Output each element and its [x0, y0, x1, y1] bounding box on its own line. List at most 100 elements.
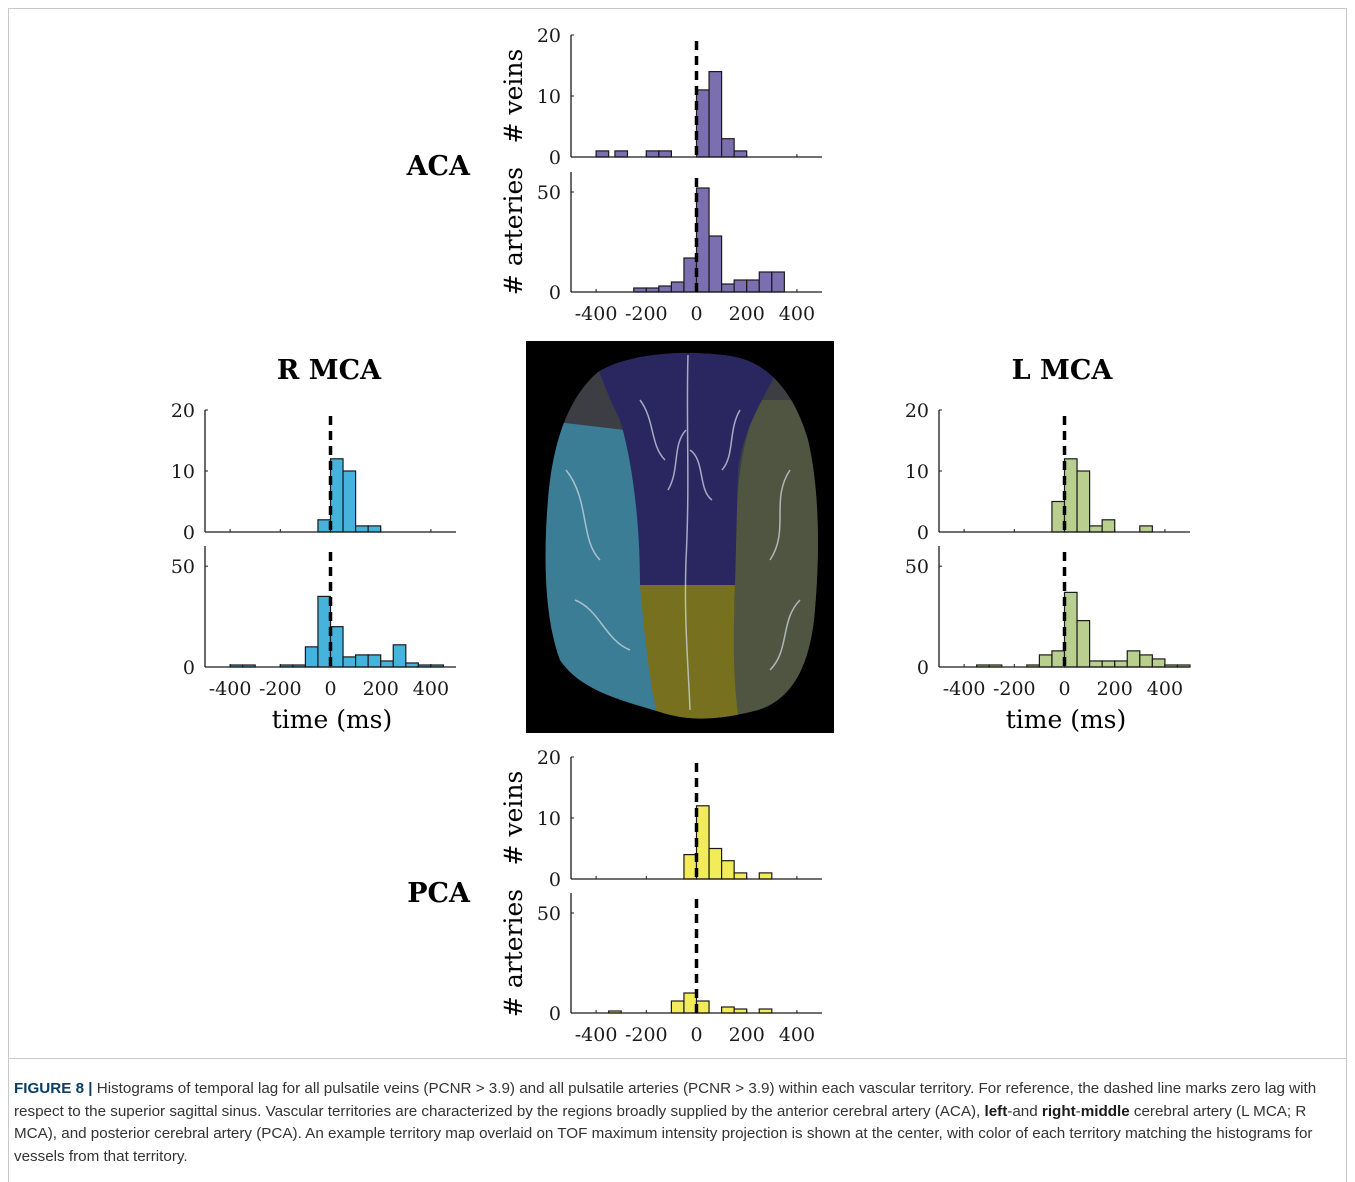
r-mca-arteries-bar [304, 646, 319, 668]
aca-veins-bar [708, 70, 723, 158]
aca-arteries-bar [670, 281, 685, 293]
r-mca-arteries-bar [367, 654, 382, 668]
l-mca-arteries-x-tick-label: -200 [993, 678, 1036, 700]
aca-veins-bar [695, 89, 710, 158]
pca-veins-bar [708, 847, 723, 880]
r-mca-arteries-bar [342, 656, 357, 668]
aca-veins-y-tick-label: 20 [537, 25, 561, 47]
pca-veins-bar [695, 805, 710, 880]
r-mca-arteries-x-tick-label: 400 [413, 678, 449, 700]
r-mca-veins-bar [342, 470, 357, 533]
aca-veins-bar [595, 150, 610, 158]
pca-arteries-x-tick-label: -400 [575, 1024, 618, 1046]
r-mca-arteries-bar [392, 644, 407, 668]
r-mca-veins-bar [355, 525, 369, 533]
l-mca-veins-bar [1139, 525, 1153, 533]
aca-arteries-bar [758, 271, 773, 293]
aca-veins-y-tick-label: 10 [537, 86, 561, 108]
l-mca-arteries-bar [1063, 591, 1078, 668]
r-mca-veins-y-tick-label: 10 [171, 461, 195, 483]
r-mca-veins-bar [329, 458, 344, 533]
l-mca-arteries-y-tick-label: 50 [905, 556, 929, 578]
l-mca-arteries-bar [1088, 660, 1103, 668]
pca-veins-ylabel: # veins [499, 771, 528, 866]
l-mca-arteries-bar [1126, 650, 1141, 668]
panel-title-r-mca: R MCA [277, 355, 382, 386]
l-mca-veins-bar [1076, 470, 1091, 533]
pca-veins-bar [758, 872, 773, 880]
aca-arteries-ylabel: # arteries [499, 167, 528, 295]
aca-veins-ylabel: # veins [499, 49, 528, 144]
l-mca-veins-bar [1063, 458, 1078, 533]
aca-arteries-y-tick-label: 0 [549, 282, 561, 304]
l-mca-veins-y-tick-label: 10 [905, 461, 929, 483]
l-mca-arteries-x-tick-label: -400 [943, 678, 986, 700]
pca-veins-bar [720, 860, 735, 880]
r-mca-arteries-bar [380, 660, 394, 668]
l-mca-arteries-bar [1051, 650, 1066, 668]
r-mca-arteries-x-tick-label: 0 [324, 678, 336, 700]
aca-veins-y-tick-label: 0 [549, 147, 561, 169]
caption-bold-right: right [1041, 1102, 1076, 1120]
figure-caption: FIGURE 8 | Histograms of temporal lag fo… [14, 1078, 1334, 1168]
aca-arteries-x-tick-label: -200 [625, 303, 668, 325]
pca-arteries-bar [720, 1006, 735, 1014]
caption-text-4: cerebral artery (L MCA; R MCA), and post… [14, 1102, 1313, 1165]
pca-veins-bar [733, 872, 748, 880]
pca-arteries-x-tick-label: 0 [690, 1024, 702, 1046]
r-mca-arteries-bar [355, 654, 369, 668]
pca-arteries-bar [670, 1000, 685, 1014]
aca-arteries-x-tick-label: 200 [729, 303, 765, 325]
aca-arteries-bar [658, 285, 672, 293]
aca-arteries-bar [683, 257, 698, 293]
l-mca-arteries-x-tick-label: 400 [1147, 678, 1183, 700]
l-mca-arteries-y-tick-label: 0 [917, 657, 929, 679]
caption-bold-middle: middle [1080, 1102, 1130, 1120]
panel-title-l-mca: L MCA [1012, 355, 1114, 386]
pca-arteries-ylabel: # arteries [499, 889, 528, 1017]
territory-map-image [526, 341, 834, 733]
pca-arteries-bar [683, 992, 698, 1014]
pca-arteries-bar [695, 1000, 710, 1014]
l-mca-arteries-x-tick-label: 200 [1097, 678, 1133, 700]
l-mca-xlabel: time (ms) [1006, 705, 1127, 734]
aca-arteries-x-tick-label: 0 [690, 303, 702, 325]
aca-veins-bar [658, 150, 672, 158]
r-mca-arteries-bar [317, 595, 332, 668]
pca-arteries-x-tick-label: 400 [779, 1024, 815, 1046]
r-mca-arteries-x-tick-label: -400 [209, 678, 252, 700]
aca-veins-bar [733, 150, 748, 158]
r-mca-arteries-bar [329, 626, 344, 668]
l-mca-veins-bar [1051, 500, 1066, 533]
aca-arteries-bar [733, 279, 748, 293]
r-mca-veins-y-tick-label: 0 [183, 522, 195, 544]
r-mca-xlabel: time (ms) [272, 705, 393, 734]
aca-arteries-bar [720, 283, 735, 293]
l-mca-arteries-bar [1151, 658, 1166, 668]
aca-veins-bar [645, 150, 660, 158]
panel-title-aca: ACA [406, 151, 471, 182]
l-mca-arteries-bar [1139, 654, 1153, 668]
aca-arteries-bar [771, 271, 785, 293]
pca-veins-y-tick-label: 20 [537, 747, 561, 769]
caption-divider [8, 1058, 1347, 1059]
pca-arteries-y-tick-label: 0 [549, 1003, 561, 1025]
l-mca-arteries-bar [1076, 620, 1091, 668]
aca-arteries-bar [746, 279, 760, 293]
pca-arteries-x-tick-label: -200 [625, 1024, 668, 1046]
r-mca-veins-bar [317, 519, 332, 533]
aca-arteries-bar [708, 235, 723, 293]
r-mca-arteries-y-tick-label: 50 [171, 556, 195, 578]
aca-arteries-y-tick-label: 50 [537, 182, 561, 204]
r-mca-arteries-x-tick-label: 200 [363, 678, 399, 700]
r-mca-arteries-x-tick-label: -200 [259, 678, 302, 700]
figure-frame [8, 8, 1347, 1182]
panel-title-pca: PCA [407, 878, 471, 909]
aca-veins-bar [720, 138, 735, 158]
pca-arteries-y-tick-label: 50 [537, 903, 561, 925]
caption-text-1: Histograms of temporal lag for all pulsa… [14, 1080, 1317, 1120]
r-mca-veins-y-tick-label: 20 [171, 400, 195, 422]
pca-veins-y-tick-label: 0 [549, 869, 561, 891]
